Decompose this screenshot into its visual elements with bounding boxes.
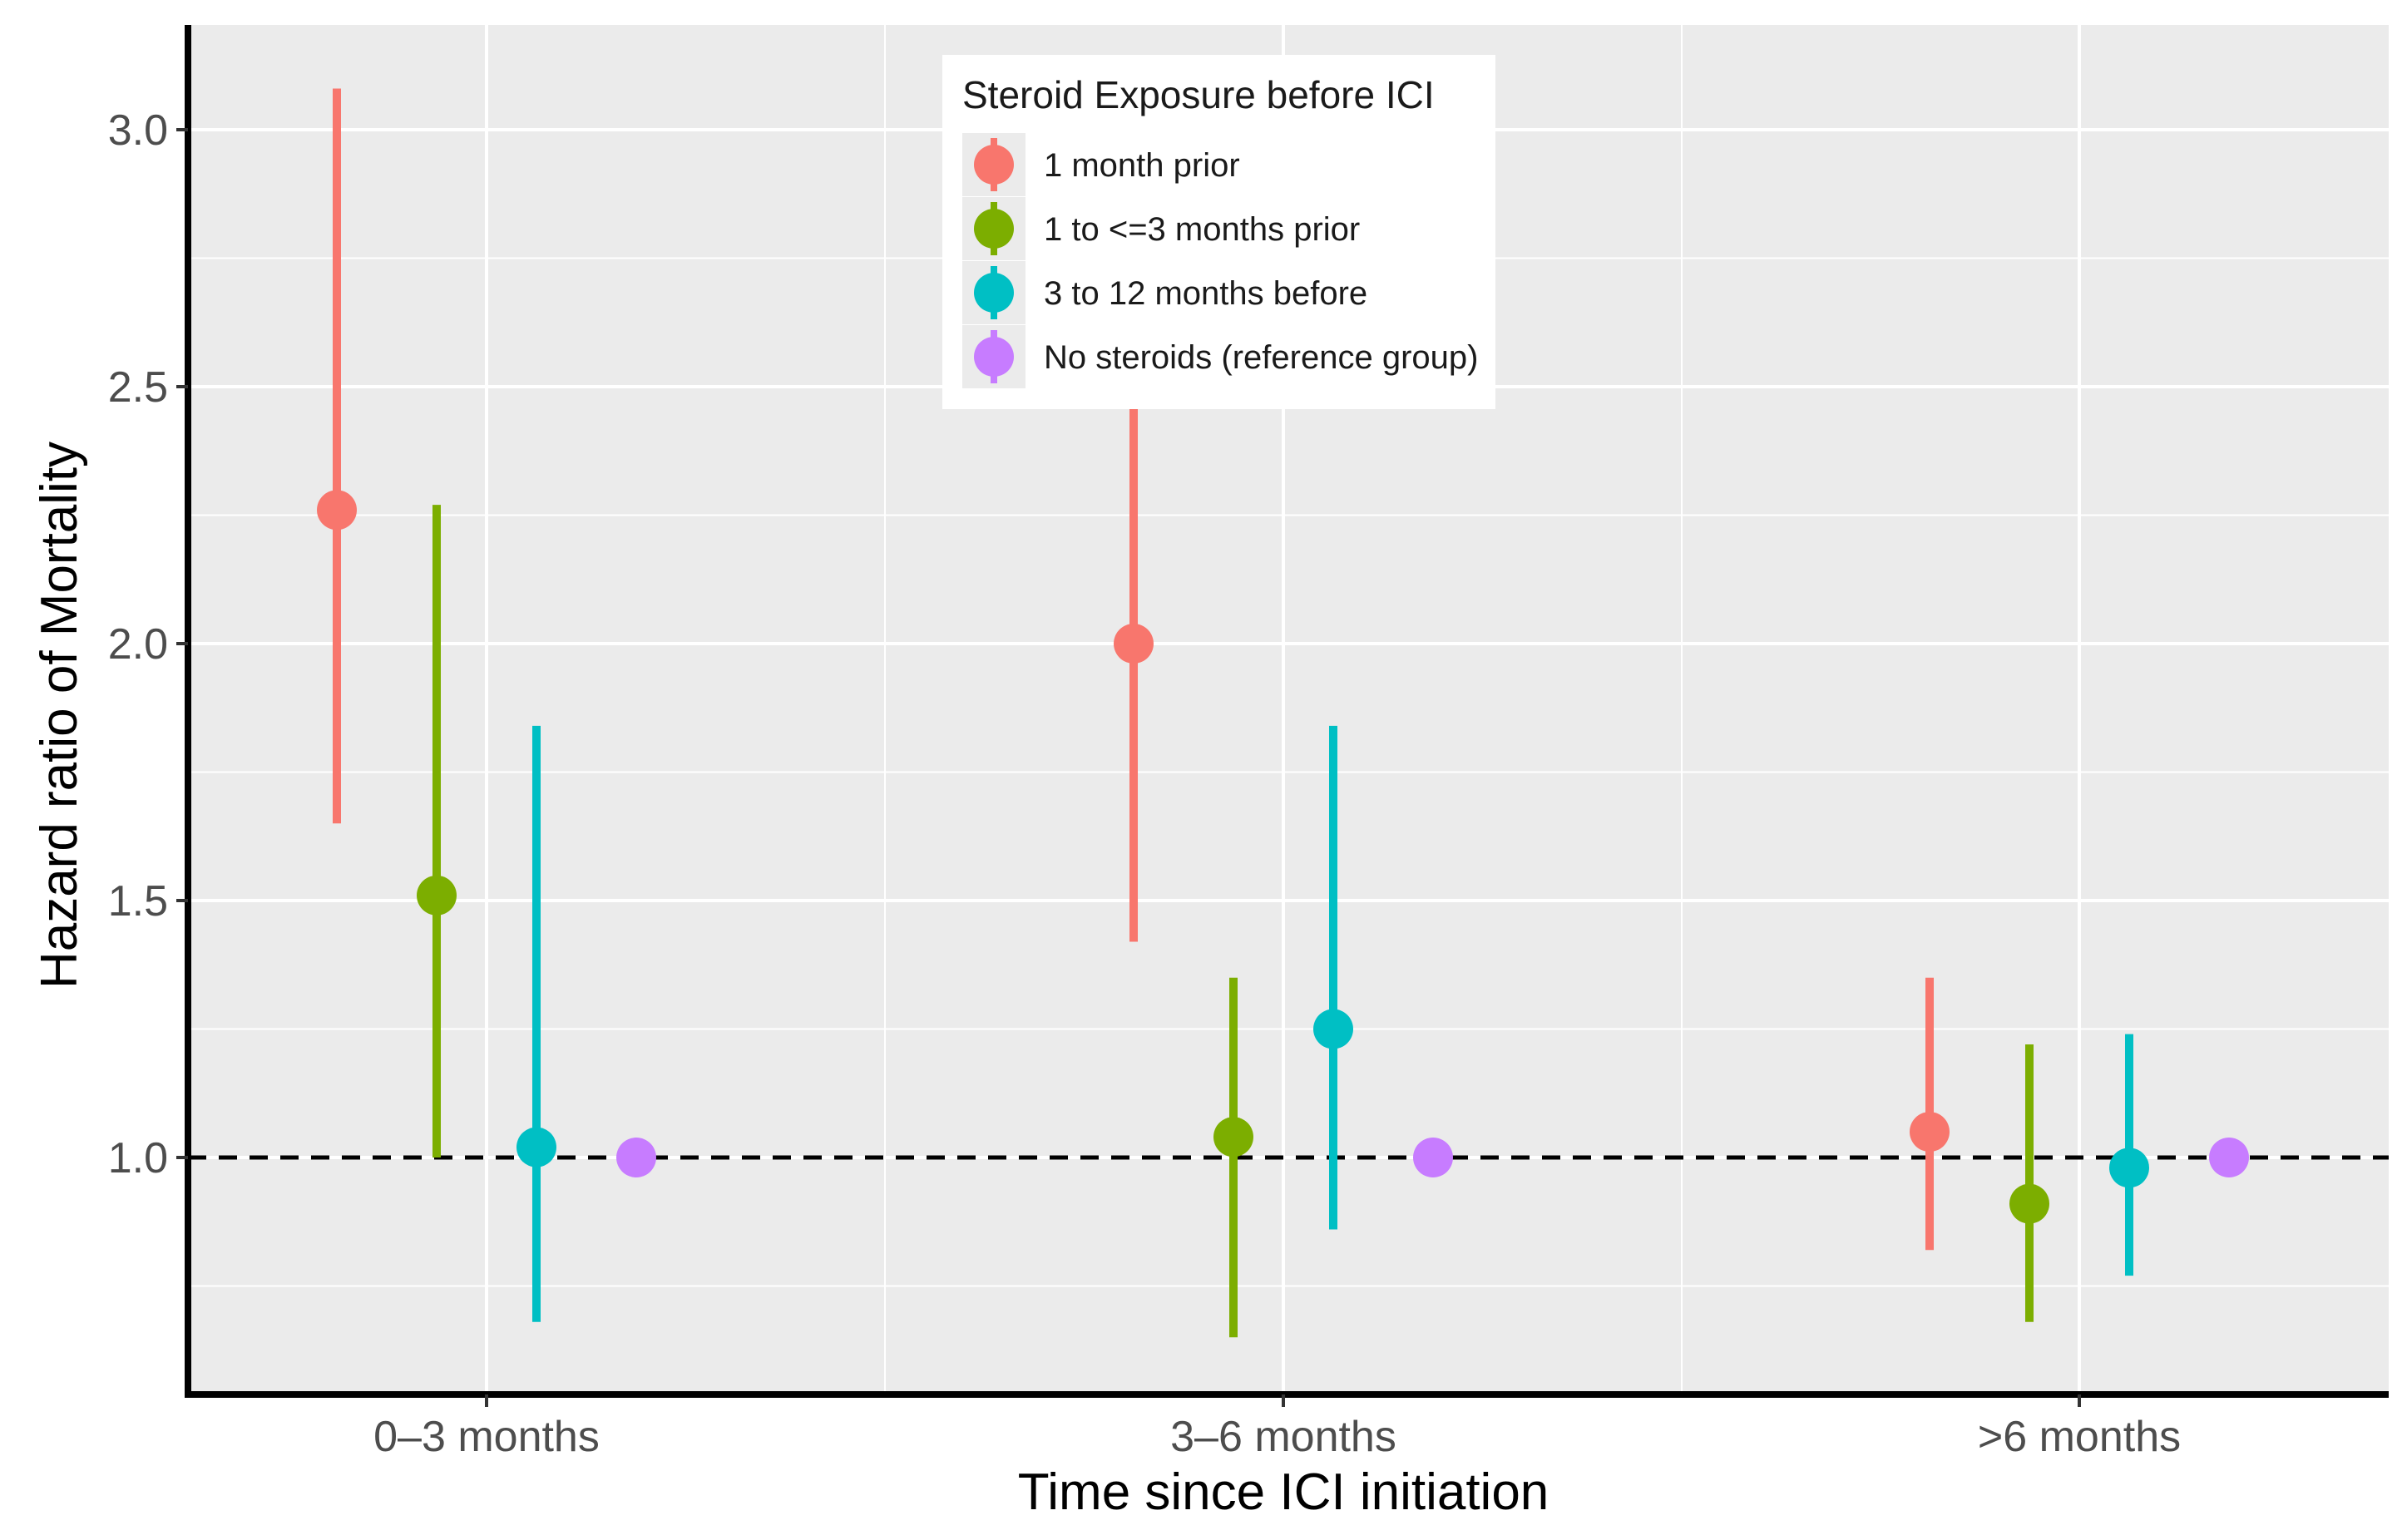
legend-items: 1 month prior 1 to <=3 months prior 3 to 1…: [962, 133, 1478, 388]
legend-box: [942, 55, 1495, 409]
x-tick-label: 0–3 months: [373, 1413, 600, 1461]
point-estimate: [1313, 1009, 1353, 1049]
point-estimate: [2009, 1183, 2049, 1224]
point-estimate: [1910, 1112, 1950, 1153]
legend-label: No steroids (reference group): [1044, 339, 1478, 376]
y-tick-label: 2.0: [108, 620, 168, 669]
point-estimate: [516, 1127, 556, 1167]
legend-label: 1 to <=3 months prior: [1044, 211, 1360, 248]
x-axis-title: Time since ICI initiation: [1018, 1463, 1549, 1521]
legend-key-point: [974, 337, 1014, 377]
point-estimate: [317, 490, 357, 531]
point-estimate: [616, 1138, 656, 1177]
x-tick-label: 3–6 months: [1170, 1413, 1396, 1461]
point-estimate: [2209, 1138, 2249, 1177]
point-estimate: [417, 875, 457, 916]
legend-label: 1 month prior: [1044, 147, 1240, 184]
y-axis-title: Hazard ratio of Mortality: [31, 442, 88, 989]
legend: Steroid Exposure before ICI 1 month prio…: [942, 55, 1495, 409]
legend-key-point: [974, 273, 1014, 313]
legend-key-point: [974, 209, 1014, 249]
legend-label: 3 to 12 months before: [1044, 275, 1367, 312]
data-marks: [317, 88, 2249, 1338]
point-estimate: [1413, 1138, 1453, 1177]
y-tick-label: 3.0: [108, 106, 168, 155]
y-tick-label: 1.5: [108, 877, 168, 925]
x-tick-label: >6 months: [1978, 1413, 2181, 1461]
point-estimate: [1213, 1117, 1253, 1157]
legend-title: Steroid Exposure before ICI: [962, 73, 1435, 116]
y-tick-label: 2.5: [108, 363, 168, 412]
point-estimate: [2109, 1148, 2149, 1188]
legend-key-point: [974, 145, 1014, 185]
y-axis-ticks: 1.0 1.5 2.0 2.5 3.0: [108, 106, 188, 1182]
x-axis-ticks: 0–3 months 3–6 months >6 months: [373, 1394, 2181, 1461]
point-estimate: [1114, 624, 1154, 664]
y-tick-label: 1.0: [108, 1134, 168, 1182]
